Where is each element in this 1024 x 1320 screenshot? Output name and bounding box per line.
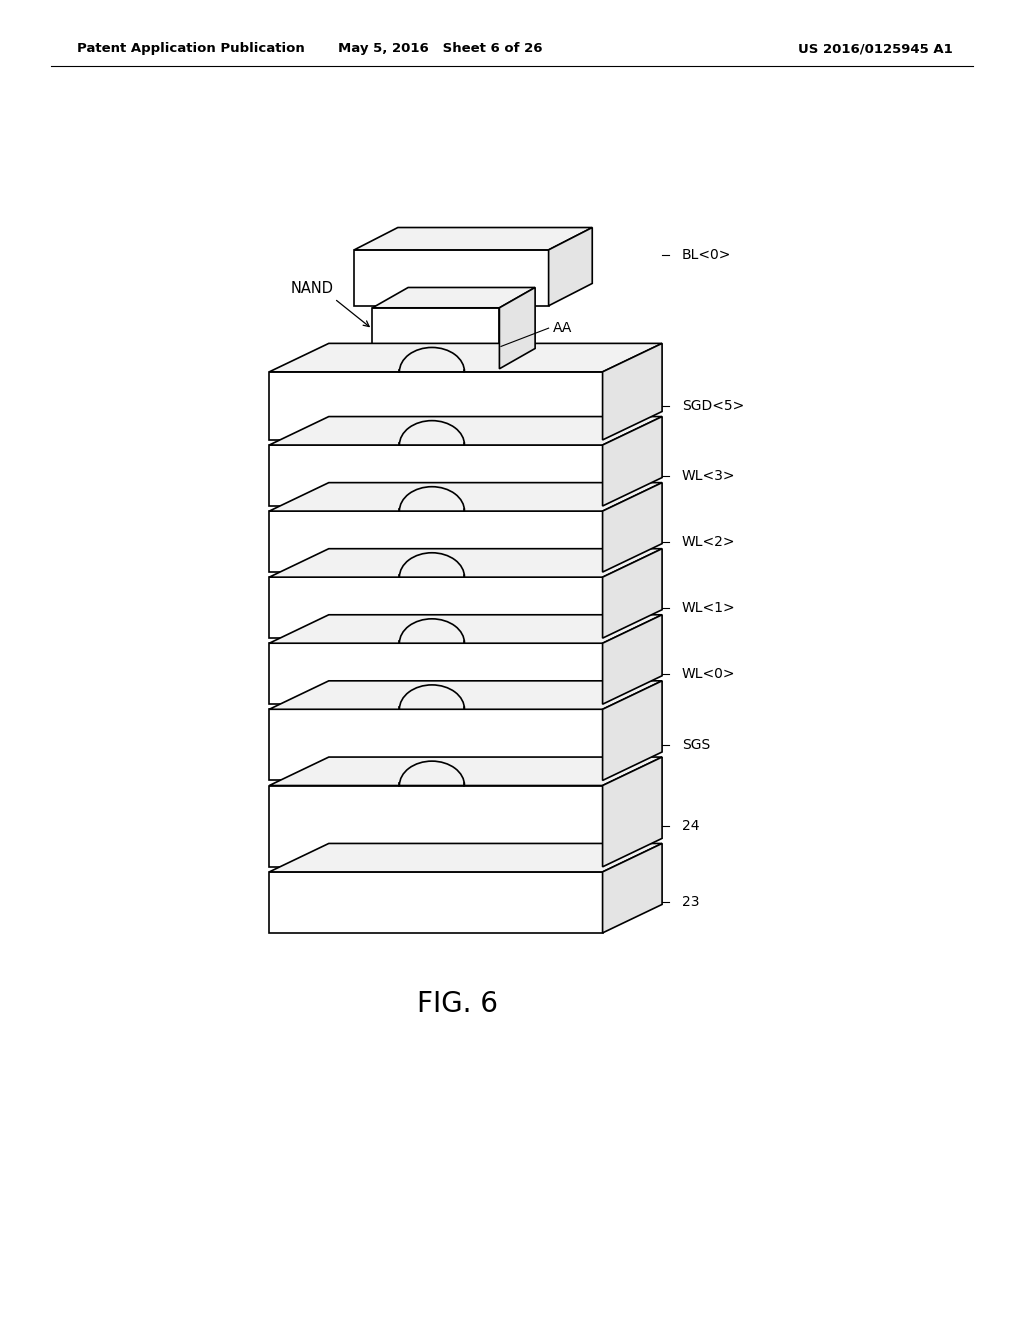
Polygon shape (373, 308, 500, 368)
Text: BL<0>: BL<0> (682, 248, 731, 263)
Text: WL<0>: WL<0> (682, 667, 735, 681)
Polygon shape (373, 288, 536, 308)
Text: WL<1>: WL<1> (682, 601, 735, 615)
Text: WL<2>: WL<2> (682, 535, 735, 549)
Polygon shape (354, 227, 592, 249)
Text: May 5, 2016   Sheet 6 of 26: May 5, 2016 Sheet 6 of 26 (338, 42, 543, 55)
Polygon shape (269, 372, 602, 440)
Polygon shape (269, 445, 602, 506)
Polygon shape (602, 615, 663, 704)
Polygon shape (500, 288, 536, 368)
Polygon shape (602, 843, 663, 933)
Text: US 2016/0125945 A1: US 2016/0125945 A1 (798, 42, 952, 55)
Text: 23: 23 (682, 895, 699, 909)
Text: SGS: SGS (682, 738, 711, 752)
Polygon shape (269, 511, 602, 572)
Polygon shape (269, 483, 663, 511)
Text: NAND: NAND (291, 281, 334, 296)
Text: FIG. 6: FIG. 6 (417, 990, 498, 1018)
Polygon shape (269, 643, 602, 704)
Text: SGD<5>: SGD<5> (682, 399, 744, 413)
Polygon shape (602, 758, 663, 867)
Text: AA: AA (553, 321, 572, 335)
Polygon shape (602, 681, 663, 780)
Polygon shape (269, 549, 663, 577)
Polygon shape (269, 343, 663, 372)
Text: 24: 24 (682, 820, 699, 833)
Polygon shape (602, 549, 663, 638)
Polygon shape (602, 343, 663, 440)
Polygon shape (269, 577, 602, 638)
Polygon shape (549, 227, 592, 306)
Polygon shape (602, 417, 663, 506)
Polygon shape (269, 681, 663, 709)
Polygon shape (602, 483, 663, 572)
Polygon shape (269, 417, 663, 445)
Polygon shape (269, 873, 602, 933)
Polygon shape (269, 785, 602, 867)
Text: WL<3>: WL<3> (682, 469, 735, 483)
Text: Patent Application Publication: Patent Application Publication (77, 42, 304, 55)
Polygon shape (269, 709, 602, 780)
Polygon shape (269, 758, 663, 785)
Polygon shape (269, 615, 663, 643)
Polygon shape (354, 249, 549, 306)
Polygon shape (269, 843, 663, 873)
